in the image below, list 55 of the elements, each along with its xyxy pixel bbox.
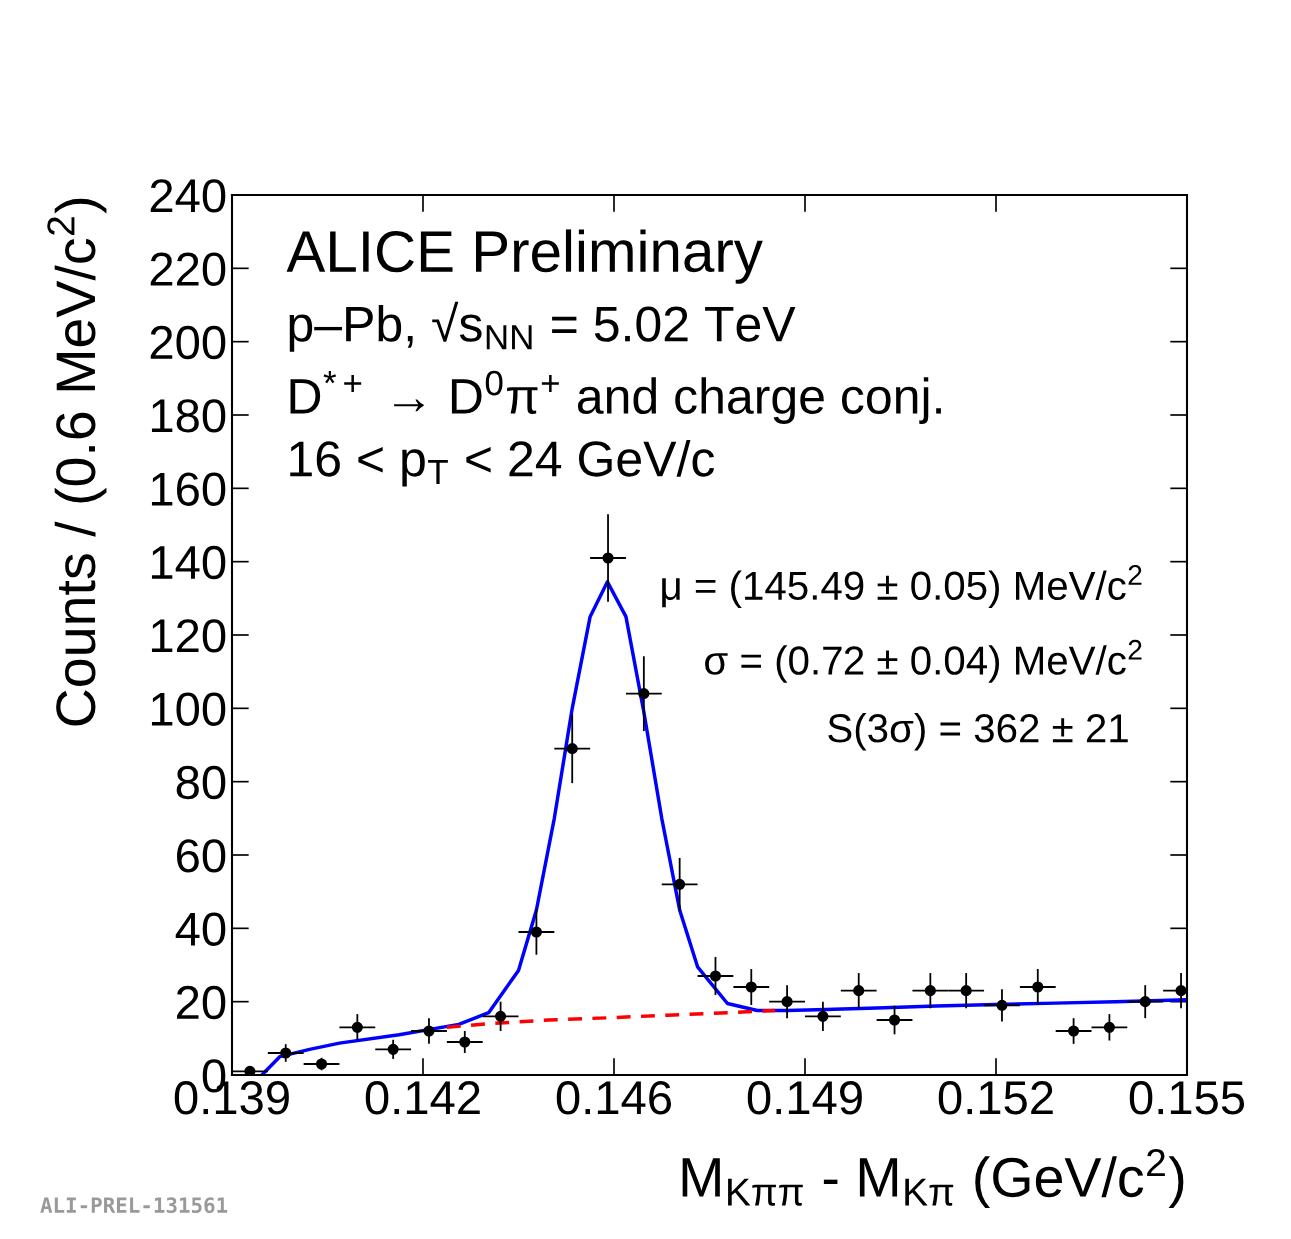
y-tick-label: 120 [151,619,226,653]
annotation: μ = (145.49 ± 0.05) MeV/c$^{2}$ [662,565,1142,608]
y-axis-title: Counts / (0.6 MeV/c$^{2}$) [47,198,107,726]
point [387,1043,399,1055]
annotation: 16 < p$_{T}$ < 24 GeV/c [290,439,715,487]
line-series [445,1008,777,1030]
point [1068,1025,1080,1037]
y-tick-label: 140 [151,545,226,580]
point [1139,996,1151,1008]
y-tick-label: 220 [150,252,226,286]
point [996,999,1008,1011]
point [423,1025,435,1037]
x-tick-label: 0.155 [1129,1081,1245,1115]
annotation: p–Pb, √s$_{NN}$ = 5.02 TeV [289,301,796,352]
point [638,688,650,700]
point [351,1021,363,1033]
y-tick-label: 80 [176,765,226,800]
point [602,552,614,564]
x-tick-label: 0.149 [747,1081,862,1115]
point [853,985,865,997]
point [888,1014,901,1026]
y-tick-label: 240 [150,179,226,213]
x-tick-label: 0.146 [556,1081,672,1115]
point [244,1065,256,1075]
annotation: σ = (0.72 ± 0.04) MeV/c$^{2}$ [705,639,1142,683]
y-tick-label: 180 [151,399,226,433]
point [495,1010,507,1022]
annotation: D$^{*+}$ → D$^{0}$π$^{+}$ and charge conj. [290,370,941,424]
point [530,926,542,938]
x-tick-label: 0.142 [365,1081,480,1115]
y-tick-label: 40 [175,912,226,946]
text: ALI-PREL-131561 [40,1197,228,1214]
y-tick-label: 100 [151,692,226,726]
annotation: ALICE Preliminary [286,229,763,284]
annotation: S(3σ) = 362 ± 21 [828,713,1128,751]
point [960,985,972,997]
point [674,878,686,890]
x-axis-title: M$_{Kππ}$ - M$_{Kπ}$ (GeV/c$^{2}$) [682,1148,1184,1209]
point [781,996,793,1008]
point [745,981,757,993]
point [1103,1021,1115,1033]
point [1032,981,1044,993]
point [459,1036,471,1048]
y-tick-label: 20 [176,985,226,1020]
point [280,1047,292,1059]
y-tick-label: 160 [151,472,226,506]
point [566,743,578,755]
point [709,970,722,982]
y-tick-label: 60 [177,839,226,873]
point [924,985,936,997]
x-tick-label: 0.152 [938,1081,1053,1115]
point [817,1010,829,1022]
y-tick-label: 200 [150,325,226,360]
point [315,1058,328,1070]
point [1175,985,1187,997]
